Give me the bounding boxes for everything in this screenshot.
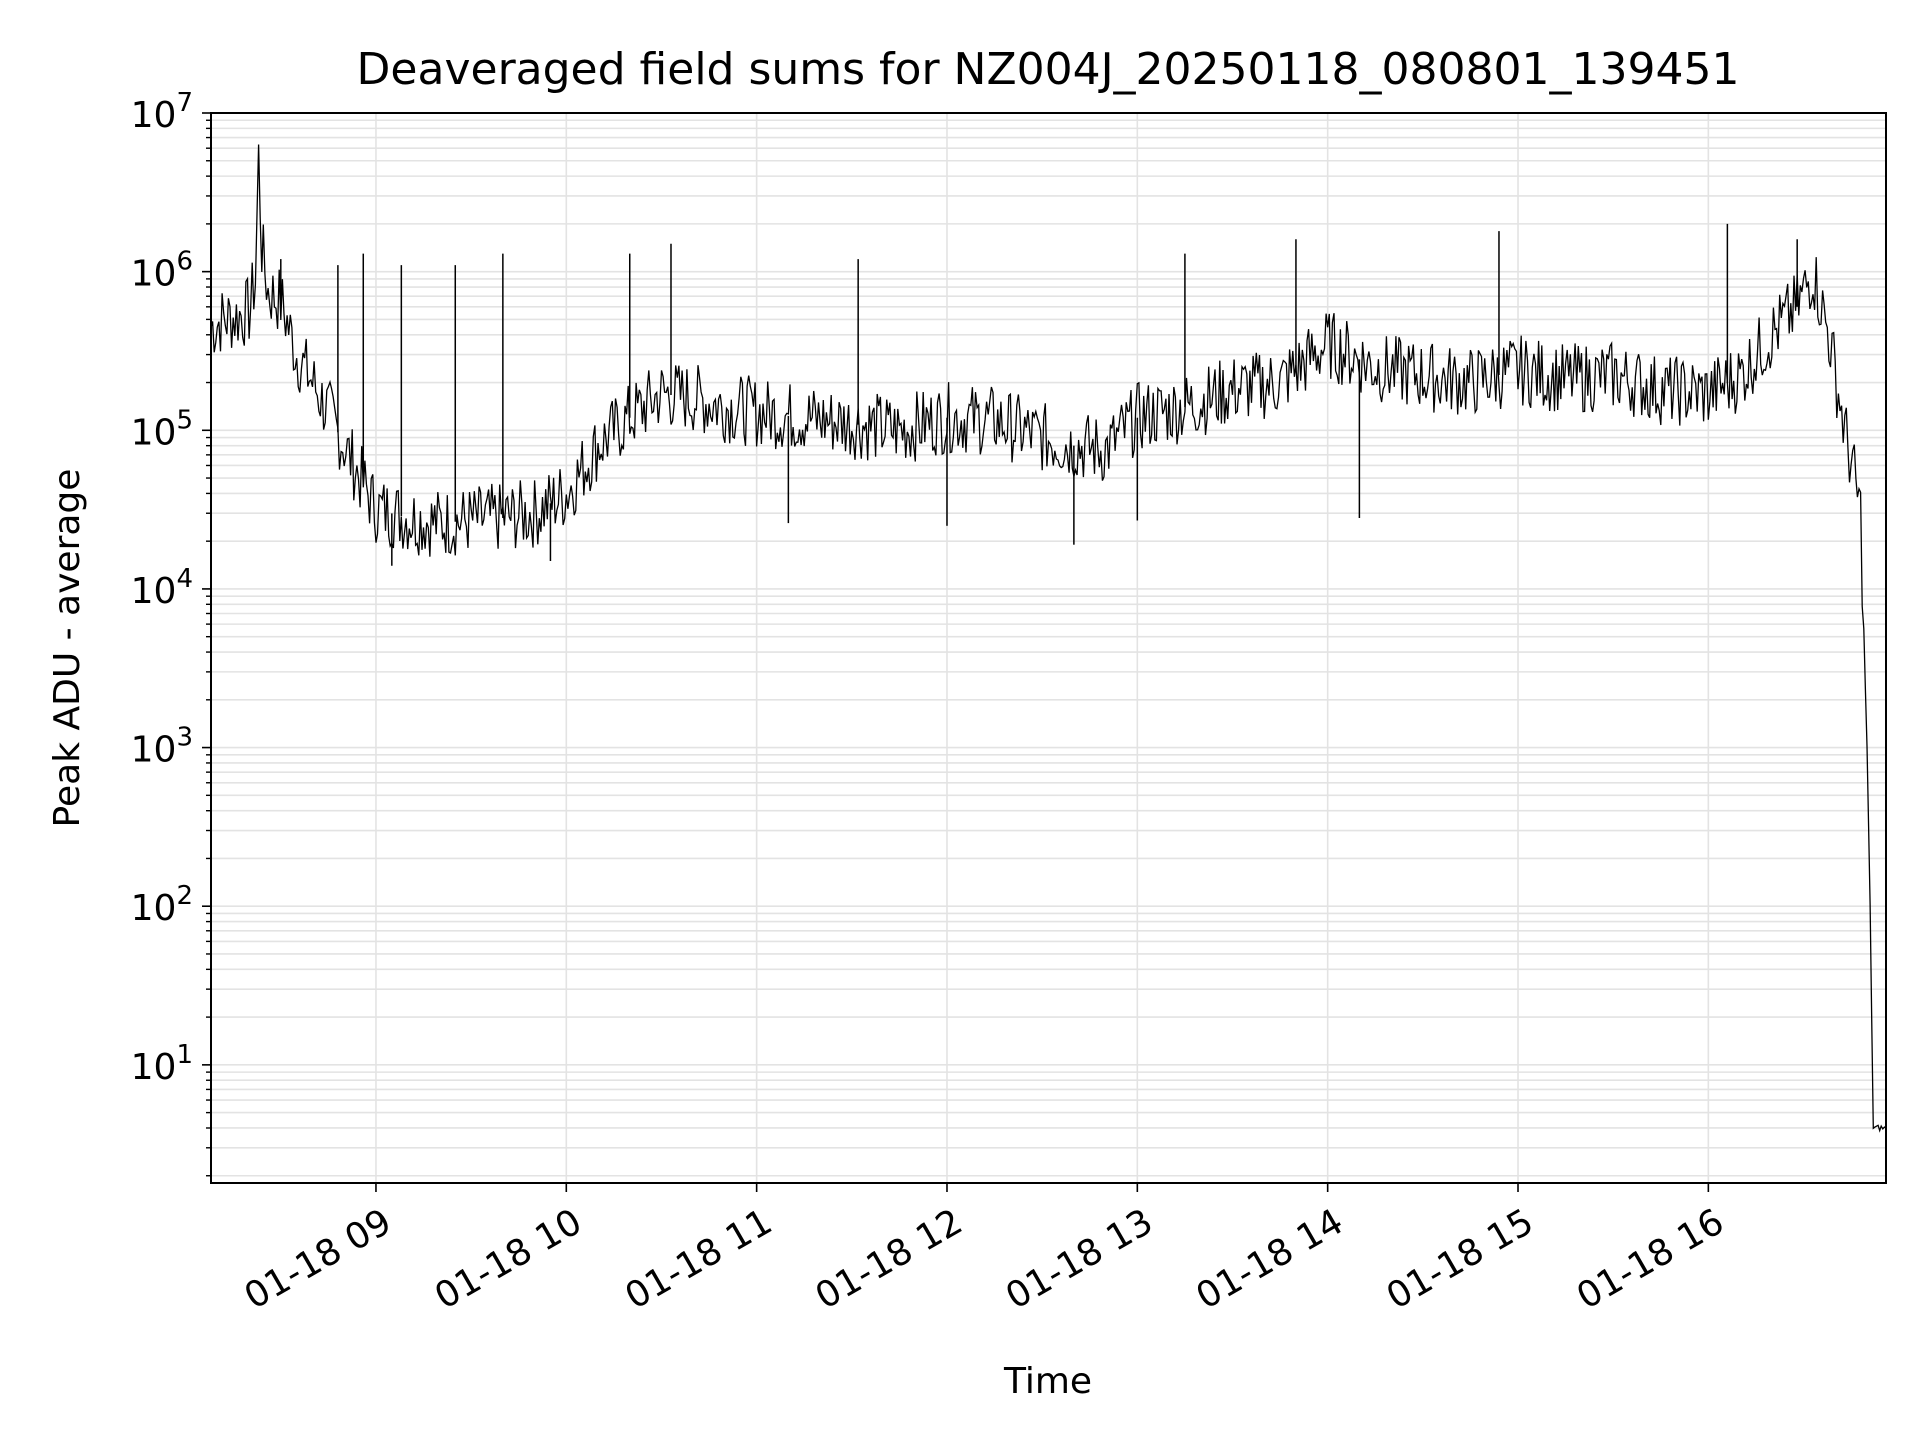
plot-frame [210, 112, 1887, 1184]
series-line [210, 144, 1887, 1133]
y-tick-label: 101 [131, 1040, 193, 1088]
chart-title: Deaveraged field sums for NZ004J_2025011… [357, 44, 1740, 95]
x-axis-label: Time [1003, 1361, 1092, 1402]
y-tick-label: 107 [131, 88, 193, 136]
data-series [210, 144, 1887, 1133]
y-tick-label: 102 [131, 881, 193, 929]
y-axis-label: Peak ADU - average [47, 469, 88, 828]
y-tick-label: 106 [131, 247, 193, 295]
y-tick-label: 105 [131, 405, 193, 453]
grid [211, 113, 1886, 1183]
y-tick-label: 103 [131, 723, 193, 771]
y-axis: 101 102 103 104 105 106 107 [131, 88, 211, 1177]
y-tick-label: 104 [131, 564, 193, 612]
